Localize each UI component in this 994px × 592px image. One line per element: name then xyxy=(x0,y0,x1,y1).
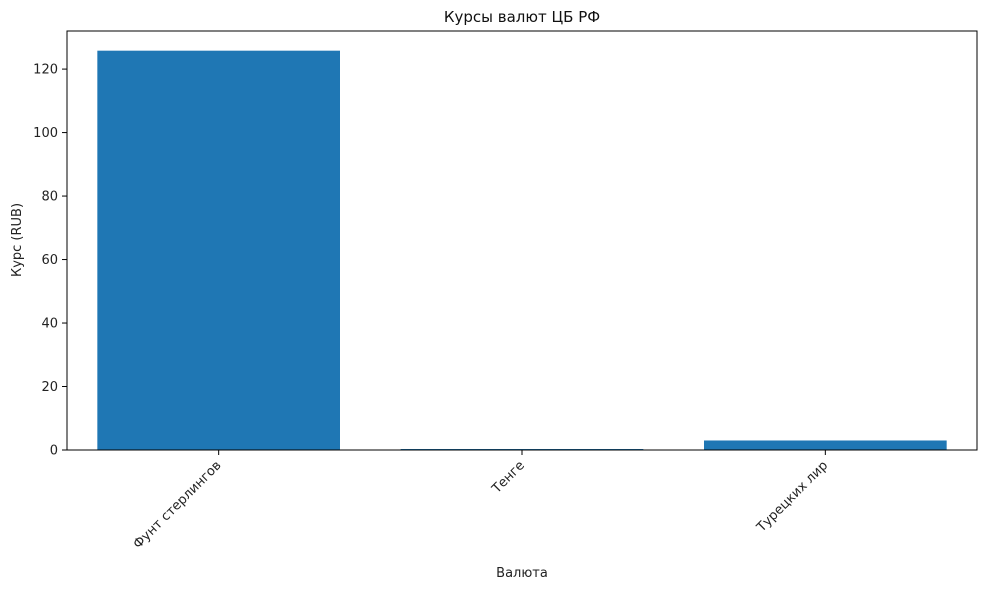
x-axis-title: Валюта xyxy=(496,566,548,581)
y-tick-label: 120 xyxy=(33,63,58,78)
y-tick-label: 20 xyxy=(41,380,58,395)
y-tick-label: 100 xyxy=(33,126,58,141)
x-tick-label: Тенге xyxy=(489,458,528,497)
y-tick-label: 40 xyxy=(41,317,58,332)
chart-title: Курсы валют ЦБ РФ xyxy=(444,8,600,26)
bar-2 xyxy=(704,440,947,450)
y-tick-label: 80 xyxy=(41,190,58,205)
plot-area xyxy=(97,50,947,451)
y-tick-label: 0 xyxy=(50,444,58,459)
x-tick-label: Турецких лир xyxy=(753,458,831,536)
y-tick-label: 60 xyxy=(41,253,58,268)
y-axis-title: Курс (RUB) xyxy=(10,203,25,277)
bar-0 xyxy=(97,50,340,451)
y-axis: 0 20 40 60 80 100 120 xyxy=(33,63,67,459)
x-tick-label: Фунт стерлингов xyxy=(131,458,225,552)
x-axis: Фунт стерлингов Тенге Турецких лир xyxy=(131,450,831,552)
